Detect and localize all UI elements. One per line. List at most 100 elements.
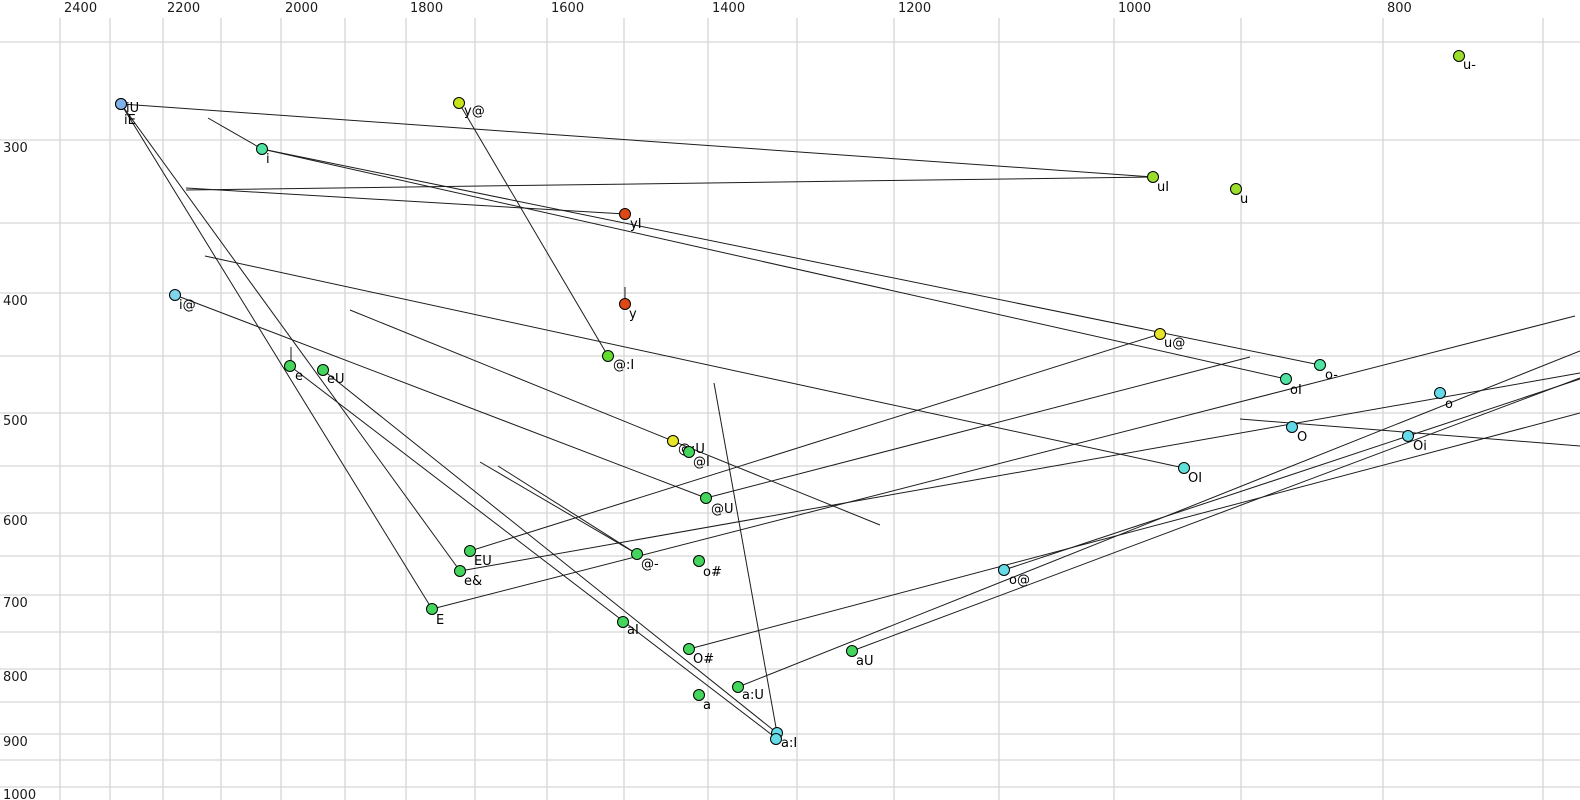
x-tick-label-1000: 1000 <box>1118 1 1152 16</box>
point-label-@-: @- <box>641 557 659 572</box>
trajectory-line-8 <box>261 148 1287 380</box>
data-point-O#[interactable] <box>683 643 695 655</box>
data-point-o#[interactable] <box>693 555 705 567</box>
data-point-aI[interactable] <box>617 616 629 628</box>
y-tick-label-700: 700 <box>3 596 30 611</box>
trajectory-line-24 <box>479 461 638 555</box>
data-point-Oi[interactable] <box>1402 430 1414 442</box>
y-tick-label-300: 300 <box>3 141 30 156</box>
point-label-eU: eU <box>327 372 345 387</box>
point-label-e&: e& <box>464 574 483 589</box>
x-tick-label-1600: 1600 <box>551 1 585 16</box>
trajectory-line-21 <box>459 372 1580 572</box>
data-point-a[interactable] <box>693 689 705 701</box>
data-point-O[interactable] <box>1286 421 1298 433</box>
data-point-e&[interactable] <box>454 565 466 577</box>
y-tick-label-500: 500 <box>3 414 30 429</box>
point-label-yI: yI <box>630 217 642 232</box>
y-tick-label-600: 600 <box>3 514 30 529</box>
point-label-aU: aU <box>856 654 874 669</box>
trajectory-line-12 <box>322 369 778 734</box>
trajectory-line-13 <box>469 333 1161 552</box>
y-tick-label-900: 900 <box>3 735 30 750</box>
y-tick-label-1000: 1000 <box>3 788 39 800</box>
y-tick-label-400: 400 <box>3 294 30 309</box>
point-label-u: u <box>1240 192 1249 207</box>
point-label-i@: i@ <box>179 298 196 313</box>
data-point-E[interactable] <box>426 603 438 615</box>
point-label-i: i <box>266 152 270 167</box>
x-tick-label-2000: 2000 <box>285 1 319 16</box>
point-label-a:U: a:U <box>742 688 764 703</box>
trajectory-line-14 <box>431 315 1576 610</box>
data-point-aU[interactable] <box>846 645 858 657</box>
trajectory-line-18 <box>851 377 1580 652</box>
data-point-i[interactable] <box>256 143 268 155</box>
point-label-EU: EU <box>474 554 492 569</box>
data-point-o@[interactable] <box>998 564 1010 576</box>
point-label-o@: o@ <box>1009 573 1030 588</box>
data-point-u-[interactable] <box>1453 50 1465 62</box>
point-label-aI: aI <box>627 623 639 638</box>
point-label-y: y <box>629 307 637 322</box>
point-label-o-: o- <box>1325 368 1338 383</box>
data-point-e[interactable] <box>284 360 296 372</box>
point-label-E: E <box>436 613 445 628</box>
point-label-o: o <box>1445 397 1453 412</box>
trajectory-line-22 <box>1003 378 1580 571</box>
point-label-a:I: a:I <box>781 736 798 751</box>
point-label-@I: @I <box>693 455 710 470</box>
x-tick-label-800: 800 <box>1387 1 1412 16</box>
x-tick-label-1200: 1200 <box>898 1 932 16</box>
data-point-y[interactable] <box>619 298 631 310</box>
point-label-iE: iE <box>124 113 136 128</box>
trajectory-line-3 <box>458 102 609 357</box>
x-tick-label-1800: 1800 <box>410 1 444 16</box>
data-point-u[interactable] <box>1230 183 1242 195</box>
data-point-@:U[interactable] <box>667 435 679 447</box>
data-point-OI[interactable] <box>1178 462 1190 474</box>
data-point-eU[interactable] <box>317 364 329 376</box>
data-point-o[interactable] <box>1434 387 1446 399</box>
data-point-o-[interactable] <box>1314 359 1326 371</box>
point-label-uI: uI <box>1157 180 1170 195</box>
trajectory-line-10 <box>174 294 707 499</box>
point-label-oI: oI <box>1290 383 1302 398</box>
data-point-oI[interactable] <box>1280 373 1292 385</box>
data-point-y@[interactable] <box>453 97 465 109</box>
data-point-@-[interactable] <box>631 548 643 560</box>
trajectory-line-20 <box>688 412 1580 650</box>
trajectory-line-11 <box>289 365 777 739</box>
point-label-y@: y@ <box>464 104 485 119</box>
data-point-EU[interactable] <box>464 545 476 557</box>
point-label-@:I: @:I <box>613 358 635 373</box>
trajectory-line-23 <box>204 255 1185 469</box>
data-point-@U[interactable] <box>700 492 712 504</box>
trajectory-line-15 <box>713 382 778 734</box>
data-point-yI[interactable] <box>619 208 631 220</box>
data-point-u@[interactable] <box>1154 328 1166 340</box>
y-tick-label-800: 800 <box>3 670 30 685</box>
data-point-@I[interactable] <box>683 446 695 458</box>
data-point-iE[interactable] <box>115 98 127 110</box>
data-point-a:U[interactable] <box>732 681 744 693</box>
data-point-uI[interactable] <box>1147 171 1159 183</box>
x-tick-label-2400: 2400 <box>64 1 98 16</box>
data-point-@:I[interactable] <box>602 350 614 362</box>
point-label-O#: O# <box>693 652 715 667</box>
point-label-e: e <box>295 369 303 384</box>
point-label-@U: @U <box>711 502 734 517</box>
point-label-u@: u@ <box>1164 336 1186 351</box>
data-point-i@[interactable] <box>169 289 181 301</box>
x-tick-label-1400: 1400 <box>712 1 746 16</box>
trajectory-line-25 <box>497 465 638 555</box>
trajectory-line-0 <box>120 103 1154 178</box>
point-label-a: a <box>703 698 711 713</box>
trajectory-line-26 <box>185 176 1154 191</box>
data-point-dup-35[interactable] <box>770 733 782 745</box>
point-label-o#: o# <box>703 565 722 580</box>
point-label-OI: OI <box>1188 471 1203 486</box>
point-label-u-: u- <box>1463 58 1476 73</box>
